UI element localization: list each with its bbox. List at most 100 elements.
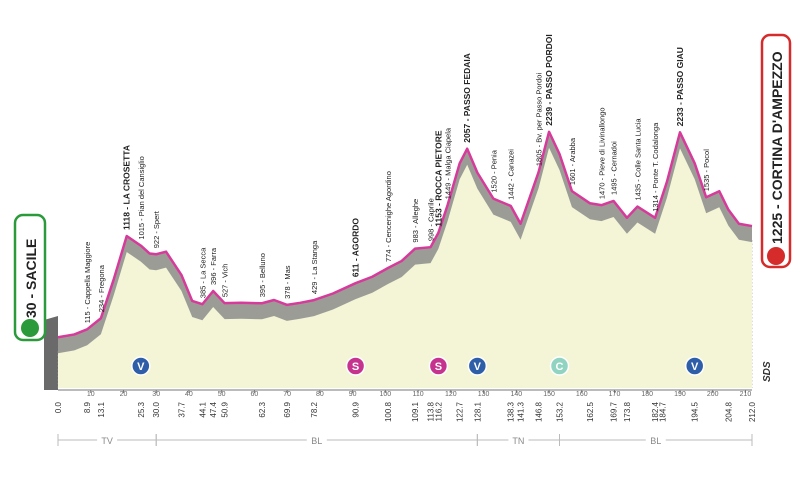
x-tick-label: 10 — [87, 391, 95, 398]
place-label: 774 - Cencenighe Agordino — [384, 171, 393, 262]
place-label: 1495 - Cernadoi — [610, 141, 619, 195]
place-label: 429 - La Stanga — [310, 240, 319, 294]
place-label: 234 - Fregona — [97, 264, 106, 312]
km-label: 8.9 — [83, 401, 92, 413]
km-label: 116.2 — [434, 401, 443, 421]
marker-icon — [467, 356, 488, 376]
place-label: 998 - Caprile — [427, 198, 436, 241]
place-label: 527 - Vich — [221, 264, 230, 298]
x-tick-label: 180 — [641, 391, 653, 398]
km-label: 146.8 — [535, 401, 544, 422]
x-tick-label: 190 — [674, 391, 686, 398]
place-label: 1535 - Pocol — [702, 149, 711, 191]
x-tick-label: 80 — [316, 391, 324, 398]
km-label: 0.0 — [54, 401, 63, 413]
marker-icon — [428, 356, 449, 376]
place-label: 1449 - Malga Ciapela — [444, 127, 453, 199]
marker-letter: V — [474, 361, 482, 373]
place-label: 1015 - Pian del Cansiglio — [137, 156, 146, 239]
x-tick-label: 140 — [510, 391, 522, 398]
region-label: TN — [512, 436, 524, 446]
marker-icon — [345, 356, 366, 376]
place-label: 378 - Mas — [283, 265, 292, 299]
km-label: 50.9 — [221, 401, 230, 417]
place-label: 2239 - PASSO PORDOI — [544, 34, 554, 125]
place-label: 1118 - LA CROSETTA — [122, 145, 132, 230]
place-label: 396 - Farra — [209, 247, 218, 285]
km-label: 37.7 — [177, 401, 186, 417]
km-label: 62.3 — [258, 401, 267, 417]
region-label: BL — [650, 436, 661, 446]
marker-letter: C — [556, 361, 564, 373]
km-label: 204.8 — [724, 401, 733, 422]
place-label: 611 - AGORDO — [351, 218, 361, 278]
x-tick-label: 20 — [120, 391, 128, 398]
start-box — [13, 213, 47, 342]
x-tick-label: 90 — [349, 391, 357, 398]
km-label: 109.1 — [411, 401, 420, 422]
place-label: 395 - Belluno — [258, 253, 267, 297]
x-tick-label: 40 — [185, 391, 193, 398]
marker-letter: S — [352, 361, 359, 373]
place-label: 1470 - Pieve di Livinallongo — [597, 107, 606, 199]
x-tick-label: 60 — [251, 391, 259, 398]
marker-icon — [131, 356, 151, 376]
region-label-bg — [97, 434, 118, 446]
region-label-bg — [645, 434, 666, 446]
km-label: 128.1 — [473, 401, 482, 422]
profile-base-side — [44, 316, 58, 390]
place-label: 1314 - Ponte T. Codalonga — [651, 122, 660, 212]
x-tick-label: 200 — [707, 391, 719, 398]
place-label: 1435 - Colle Santa Lucia — [633, 118, 642, 201]
km-label: 194.5 — [691, 401, 700, 422]
finish-box — [760, 33, 792, 269]
start-label: 30 - SACILE — [23, 239, 39, 318]
start-icon — [21, 319, 39, 337]
x-tick-label: 210 — [740, 391, 752, 398]
place-label: 2057 - PASSO FEDAIA — [462, 53, 472, 143]
km-label: 78.2 — [310, 401, 319, 417]
region-label-bg — [306, 434, 327, 446]
x-tick-label: 160 — [576, 391, 588, 398]
km-label: 25.3 — [137, 401, 146, 417]
x-tick-label: 170 — [609, 391, 621, 398]
marker-icon — [549, 356, 570, 376]
km-label: 13.1 — [97, 401, 106, 417]
place-label: 1153 - ROCCA PIETORE — [433, 130, 443, 227]
x-tick-label: 130 — [478, 391, 490, 398]
x-tick-label: 100 — [380, 391, 392, 398]
km-label: 141.3 — [517, 401, 526, 422]
place-label: 983 - Alleghe — [411, 199, 420, 243]
km-label: 153.2 — [556, 401, 565, 422]
km-label: 122.7 — [456, 401, 465, 422]
km-label: 212.0 — [748, 401, 757, 422]
marker-icon — [684, 356, 705, 376]
logo: SDS — [762, 361, 773, 382]
km-label: 90.9 — [352, 401, 361, 417]
region-label: BL — [311, 436, 322, 446]
km-label: 47.4 — [209, 401, 218, 417]
marker-letter: S — [435, 361, 442, 373]
x-tick-label: 110 — [413, 391, 424, 398]
x-tick-label: 150 — [543, 391, 555, 398]
x-tick-label: 50 — [218, 391, 226, 398]
km-label: 182.4 — [651, 401, 660, 422]
marker-letter: V — [691, 361, 699, 373]
km-label: 169.7 — [610, 401, 619, 422]
km-label: 138.3 — [507, 401, 516, 422]
place-label: 115 - Cappella Maggiore — [83, 242, 92, 324]
marker-letter: V — [137, 361, 145, 373]
km-label: 69.9 — [283, 401, 292, 417]
place-label: 922 - Spert — [152, 210, 161, 248]
x-tick-label: 70 — [283, 391, 291, 398]
km-label: 44.1 — [198, 401, 207, 417]
km-label: 100.8 — [384, 401, 393, 422]
finish-icon — [767, 247, 785, 265]
place-label: 1442 - Canazei — [507, 149, 516, 200]
x-tick-label: 30 — [152, 391, 160, 398]
place-label: 385 - La Secca — [198, 247, 207, 298]
km-label: 30.0 — [152, 401, 161, 417]
x-tick-label: 120 — [445, 391, 457, 398]
